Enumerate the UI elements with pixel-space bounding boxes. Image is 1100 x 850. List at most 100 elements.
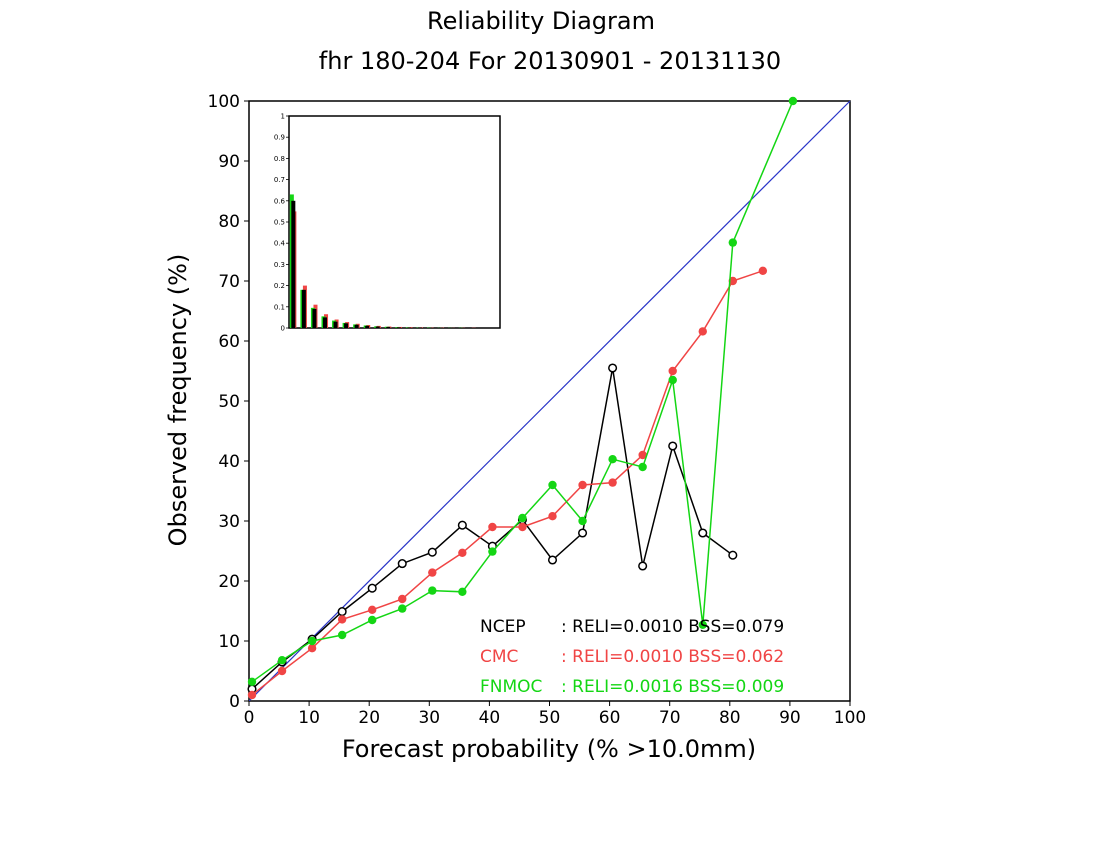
x-tick-label: 50: [539, 708, 561, 728]
x-tick-label: 90: [779, 708, 801, 728]
y-tick-label: 30: [218, 512, 240, 532]
y-tick-label: 50: [218, 392, 240, 412]
data-point-fnmoc: [428, 586, 437, 595]
inset-bar-ncep: [333, 321, 338, 328]
legend-stats-cmc: : RELI=0.0010 BSS=0.062: [561, 647, 784, 667]
inset-bar-ncep: [312, 308, 317, 328]
x-tick-label: 0: [244, 708, 255, 728]
data-point-cmc: [608, 478, 617, 487]
data-point-ncep: [427, 547, 437, 557]
data-point-cmc: [488, 522, 497, 532]
data-point-ncep: [547, 555, 558, 565]
data-point-fnmoc: [548, 480, 557, 490]
data-point-fnmoc: [458, 587, 467, 596]
inset-bar-ncep: [291, 200, 296, 328]
legend-name-fnmoc: FNMOC: [480, 677, 542, 697]
data-point-ncep: [638, 561, 648, 571]
data-point-ncep: [578, 528, 588, 538]
legend-name-ncep: NCEP: [480, 617, 526, 637]
forecast-histogram-inset: 0 0.1 0.2 0.3 0.4 0.5 0.6 0.7 0.8 0.9 1: [274, 113, 501, 333]
legend-stats-ncep: : RELI=0.0010 BSS=0.079: [561, 617, 784, 637]
data-point-ncep: [367, 583, 377, 593]
inset-bar-ncep: [344, 323, 349, 328]
x-axis-label: Forecast probability (% >10.0mm): [342, 735, 756, 763]
legend-name-cmc: CMC: [480, 647, 518, 667]
data-point-cmc: [337, 615, 347, 624]
data-point-cmc: [368, 605, 377, 614]
inset-y-tick-label: 0.3: [274, 261, 285, 269]
data-point-cmc: [428, 568, 437, 577]
y-tick-label: 0: [229, 692, 240, 712]
inset-y-tick-label: 0.4: [274, 240, 286, 248]
data-point-fnmoc: [337, 630, 347, 640]
data-point-cmc: [698, 327, 707, 336]
y-tick-label: 20: [218, 572, 240, 592]
inset-y-tick-label: 0.1: [274, 303, 285, 311]
data-point-fnmoc: [518, 513, 527, 523]
x-tick-label: 30: [418, 708, 440, 728]
y-tick-label: 10: [218, 632, 240, 652]
data-point-fnmoc: [668, 375, 677, 385]
series-layer: [247, 96, 798, 700]
data-point-ncep: [337, 607, 347, 617]
inset-bar-ncep: [354, 324, 359, 328]
data-point-ncep: [608, 363, 618, 373]
y-tick-label: 80: [218, 212, 240, 232]
data-point-fnmoc: [247, 677, 257, 686]
data-point-fnmoc: [368, 615, 377, 625]
y-tick-label: 100: [208, 92, 240, 112]
data-point-fnmoc: [488, 547, 497, 556]
axis-ticks: 0 10 20 30 40 50 60 70 80 90 100010203040506070809…: [208, 92, 867, 728]
y-axis-label: Observed frequency (%): [164, 254, 192, 547]
inset-y-tick-label: 0: [281, 325, 285, 333]
data-point-fnmoc: [638, 462, 647, 472]
x-tick-label: 70: [659, 708, 681, 728]
x-tick-label: 60: [599, 708, 621, 728]
data-point-cmc: [758, 266, 768, 275]
x-tick-label: 10: [298, 708, 320, 728]
data-point-ncep: [457, 520, 467, 530]
inset-bar-ncep: [365, 325, 370, 328]
data-point-fnmoc: [788, 96, 798, 106]
inset-y-tick-label: 0.7: [274, 176, 285, 184]
data-point-fnmoc: [608, 455, 617, 464]
legend: NCEP : RELI=0.0010 BSS=0.079 CMC : RELI=0.0…: [480, 617, 784, 697]
data-point-cmc: [638, 450, 647, 460]
x-tick-label: 40: [479, 708, 501, 728]
data-point-cmc: [307, 644, 317, 653]
data-point-cmc: [728, 276, 738, 286]
y-tick-label: 90: [218, 152, 240, 172]
data-point-fnmoc: [698, 620, 707, 629]
series-line-fnmoc: [251, 100, 794, 683]
inset-bar-ncep: [396, 327, 401, 328]
legend-stats-fnmoc: : RELI=0.0016 BSS=0.009: [561, 677, 784, 697]
chart-subtitle: fhr 180-204 For 20130901 - 20131130: [319, 47, 781, 75]
x-tick-label: 20: [358, 708, 380, 728]
data-point-cmc: [247, 690, 257, 700]
inset-y-tick-label: 0.9: [274, 134, 285, 142]
y-tick-label: 40: [218, 452, 240, 472]
data-point-cmc: [578, 480, 587, 490]
inset-bar-ncep: [301, 289, 306, 328]
x-tick-label: 80: [719, 708, 741, 728]
data-point-fnmoc: [578, 516, 587, 526]
inset-y-tick-label: 1: [281, 113, 285, 121]
inset-bar-ncep: [322, 317, 327, 328]
data-point-ncep: [668, 441, 678, 451]
inset-bar-ncep: [375, 326, 380, 328]
x-tick-label: 100: [834, 708, 866, 728]
data-point-ncep: [397, 559, 407, 569]
chart-title: Reliability Diagram: [427, 7, 655, 35]
inset-frame: [288, 115, 501, 329]
data-point-cmc: [518, 522, 527, 532]
data-point-cmc: [458, 548, 467, 557]
data-point-ncep: [698, 528, 708, 538]
data-point-fnmoc: [307, 636, 317, 646]
inset-bar-ncep: [386, 326, 391, 328]
data-point-cmc: [548, 512, 557, 521]
data-point-fnmoc: [728, 238, 738, 247]
data-point-cmc: [668, 366, 677, 376]
y-tick-label: 70: [218, 272, 240, 292]
data-point-cmc: [398, 594, 407, 604]
